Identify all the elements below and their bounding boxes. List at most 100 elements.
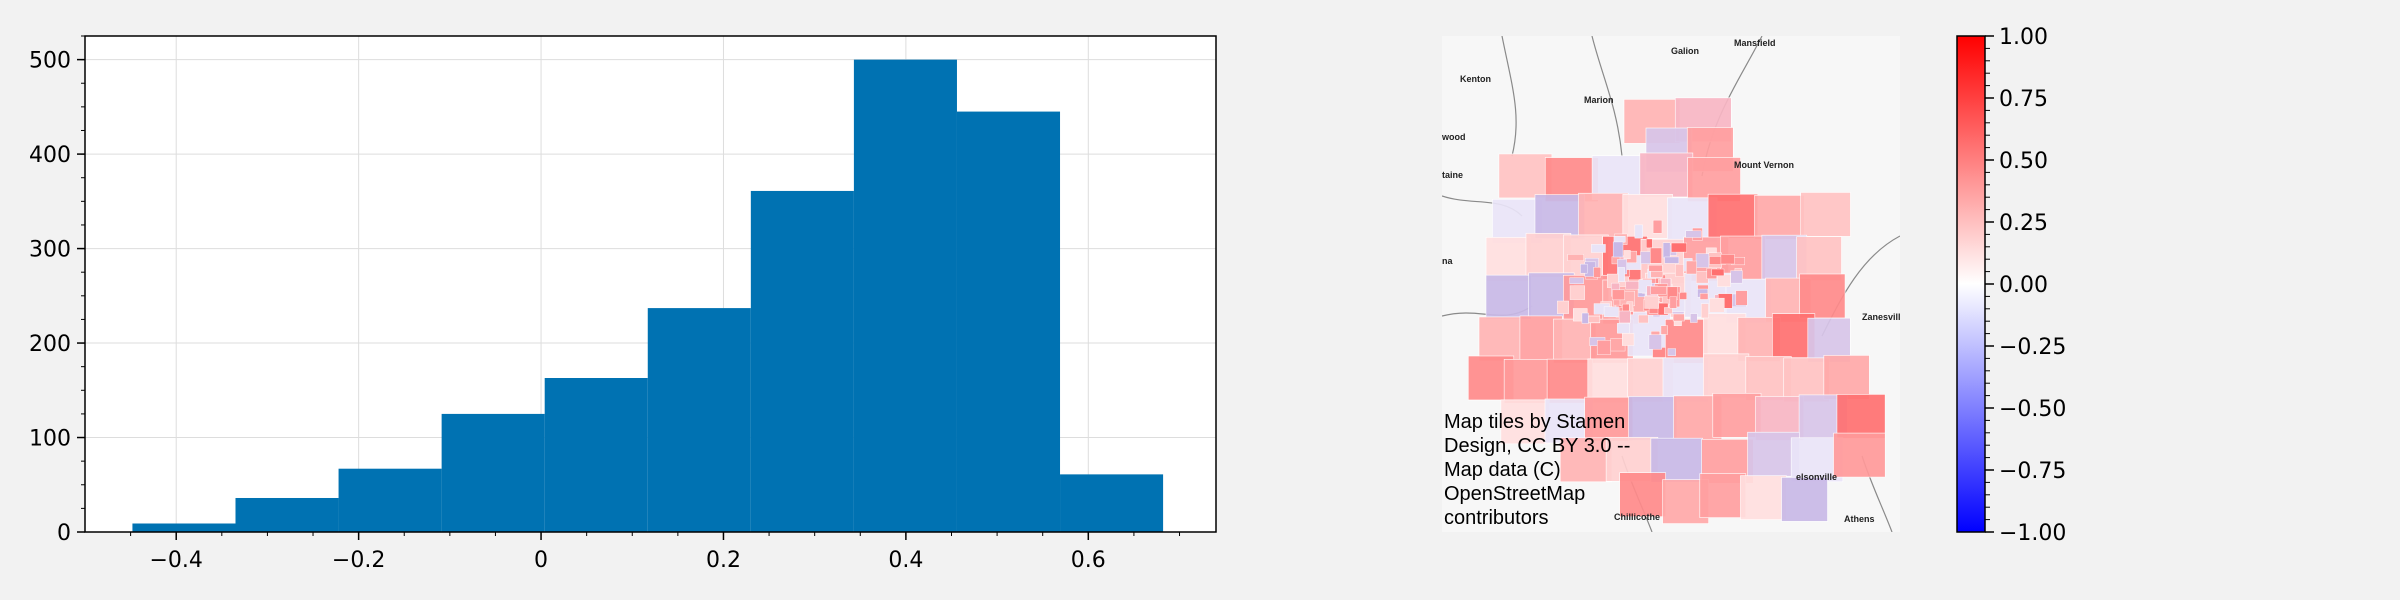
- choropleth-map: Galion Mansfield Kenton Marion Mount Ver…: [1442, 36, 1900, 532]
- urban-tract: [1650, 247, 1662, 264]
- histogram-chart: −0.4 −0.2 0 0.2 0.4 0.6 0 100 200 300 400 500: [29, 35, 1217, 573]
- place-label: Mansfield: [1734, 38, 1776, 48]
- county-region: [1712, 393, 1762, 438]
- county-region: [1662, 357, 1709, 403]
- county-region: [1534, 194, 1586, 239]
- county-region: [1485, 237, 1532, 282]
- y-tick-label: 500: [29, 49, 71, 74]
- county-region: [1546, 358, 1593, 404]
- urban-tract: [1717, 274, 1731, 287]
- urban-tract: [1686, 260, 1697, 275]
- colorbar-tick-label: −0.75: [1999, 459, 2066, 484]
- colorbar-tick-label: −0.25: [1999, 335, 2066, 360]
- county-region: [1559, 437, 1613, 483]
- county-region: [1703, 353, 1750, 399]
- urban-tract: [1670, 242, 1687, 253]
- x-tick-label: −0.2: [332, 548, 385, 573]
- bars: [132, 59, 1164, 532]
- county-region: [1799, 273, 1846, 319]
- place-label: na: [1442, 256, 1453, 266]
- colorbar-tick-label: 0.25: [1999, 211, 2048, 236]
- county-region: [1587, 358, 1634, 404]
- urban-tract: [1685, 230, 1702, 238]
- urban-tract: [1690, 313, 1698, 323]
- county-region: [1707, 193, 1759, 239]
- map-counties: [1467, 97, 1886, 524]
- county-region: [1500, 399, 1550, 445]
- county-region: [1503, 359, 1550, 404]
- place-label: Zanesville: [1862, 312, 1900, 322]
- x-tick-label: 0: [534, 548, 548, 573]
- urban-tract: [1638, 314, 1649, 324]
- urban-tract: [1695, 271, 1709, 284]
- colorbar-gradient: [1956, 35, 1986, 533]
- urban-tract: [1618, 310, 1631, 324]
- place-label: Athens: [1844, 514, 1875, 524]
- urban-tract: [1580, 263, 1588, 274]
- county-region: [1796, 236, 1842, 281]
- urban-tract: [1591, 244, 1606, 253]
- y-tick-label: 0: [57, 521, 71, 546]
- histogram-bar: [132, 523, 236, 532]
- urban-tract: [1593, 267, 1601, 278]
- county-region: [1591, 155, 1646, 201]
- county-region: [1747, 431, 1800, 477]
- x-tick-label: 0.6: [1071, 548, 1106, 573]
- urban-tract: [1557, 300, 1569, 314]
- map-regions: [1442, 36, 1900, 532]
- x-tick-label: 0.4: [888, 548, 923, 573]
- colorbar-tick-label: −1.00: [1999, 521, 2066, 546]
- urban-tract: [1648, 334, 1662, 350]
- place-label: Chillicothe: [1614, 512, 1661, 522]
- urban-tract: [1622, 333, 1635, 346]
- county-region: [1639, 152, 1694, 198]
- urban-tract: [1699, 293, 1709, 300]
- urban-tract: [1588, 316, 1601, 323]
- y-tick-label: 400: [29, 143, 71, 168]
- urban-tract: [1623, 250, 1631, 260]
- road: [1501, 36, 1517, 157]
- urban-tract: [1597, 340, 1611, 355]
- county-region: [1699, 473, 1747, 518]
- histogram-bar: [441, 413, 545, 532]
- county-region: [1836, 394, 1886, 439]
- urban-tract: [1625, 281, 1640, 290]
- y-tick-label: 200: [29, 332, 71, 357]
- place-label: Marion: [1584, 95, 1614, 105]
- urban-tract: [1669, 296, 1677, 309]
- urban-tract: [1667, 348, 1676, 356]
- county-region: [1800, 192, 1851, 237]
- x-tick-label: −0.4: [149, 548, 202, 573]
- urban-tract: [1622, 303, 1630, 312]
- histogram-bar: [235, 497, 339, 532]
- place-label: Galion: [1671, 46, 1700, 56]
- urban-tract: [1569, 277, 1584, 284]
- urban-tract: [1660, 325, 1668, 335]
- colorbar-tick-label: −0.50: [1999, 397, 2066, 422]
- urban-tract: [1612, 289, 1625, 301]
- county-region: [1833, 432, 1886, 478]
- county-region: [1498, 153, 1553, 199]
- urban-tract: [1652, 219, 1663, 234]
- county-region: [1781, 477, 1828, 522]
- histogram-bar: [338, 468, 442, 532]
- plot-frame: [84, 35, 1217, 533]
- urban-tract: [1664, 256, 1680, 264]
- histogram-bar: [956, 111, 1061, 532]
- urban-tract: [1650, 286, 1667, 295]
- urban-tract: [1612, 241, 1624, 258]
- county-region: [1754, 195, 1805, 240]
- urban-tract: [1664, 307, 1673, 315]
- county-region: [1622, 194, 1673, 239]
- place-label: Mount Vernon: [1734, 160, 1794, 170]
- county-region: [1823, 355, 1870, 400]
- county-region: [1665, 319, 1709, 364]
- histogram-bar: [1060, 474, 1164, 532]
- histogram-bar: [544, 378, 648, 532]
- urban-tract: [1617, 323, 1630, 334]
- place-label: elsonville: [1796, 472, 1838, 482]
- urban-tract: [1646, 238, 1653, 249]
- colorbar-tick-label: 0.50: [1999, 149, 2048, 174]
- urban-tract: [1730, 270, 1743, 284]
- urban-tract: [1672, 313, 1685, 322]
